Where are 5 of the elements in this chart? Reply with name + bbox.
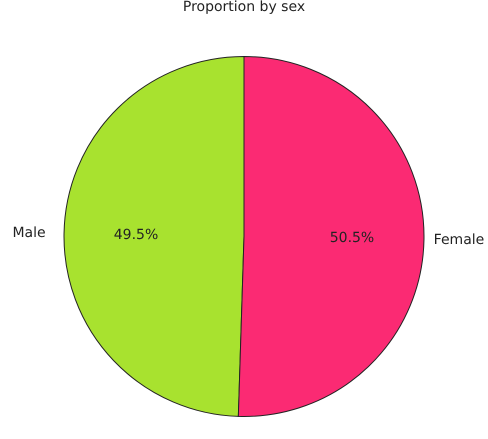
- slice-label: Female: [434, 232, 484, 248]
- chart-title: Proportion by sex: [182, 0, 306, 15]
- data-label: 50.5%: [330, 230, 374, 246]
- slice-label: Male: [12, 225, 46, 242]
- data-label: 49.5%: [114, 226, 158, 243]
